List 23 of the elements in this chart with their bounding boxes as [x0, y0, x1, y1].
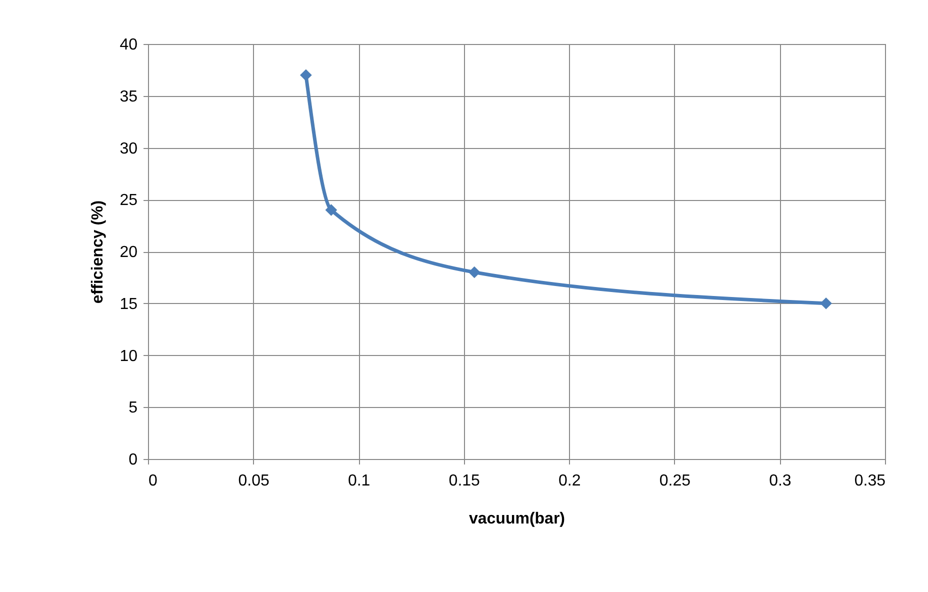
y-tick-label: 25	[120, 192, 138, 210]
x-tick-label: 0.3	[769, 472, 792, 490]
y-tick-label: 0	[128, 452, 138, 468]
y-tick-label: 20	[120, 244, 138, 261]
y-axis-title: efficiency (%)	[90, 200, 107, 304]
x-tick-label: 0.05	[238, 472, 270, 490]
x-tick-label: 0.15	[448, 472, 480, 490]
y-tick-label: 40	[120, 36, 138, 54]
point	[468, 266, 480, 278]
x-tick-label: 0.2	[558, 472, 581, 490]
point	[325, 204, 338, 216]
y-tick-label: 5	[128, 400, 138, 417]
x-tick-label: 0.25	[659, 472, 691, 490]
y-tick-label: 30	[120, 140, 138, 158]
x-tick-label: 0	[148, 472, 158, 490]
point	[820, 297, 832, 310]
y-tick-label: 15	[120, 296, 138, 313]
x-tick-label: 0.1	[348, 472, 370, 490]
point	[300, 69, 312, 82]
y-tick-label: 35	[120, 88, 138, 106]
y-tick-label: 10	[120, 348, 138, 365]
x-tick-label: 0.35	[854, 472, 886, 490]
x-axis-title: vacuum(bar)	[468, 510, 566, 528]
